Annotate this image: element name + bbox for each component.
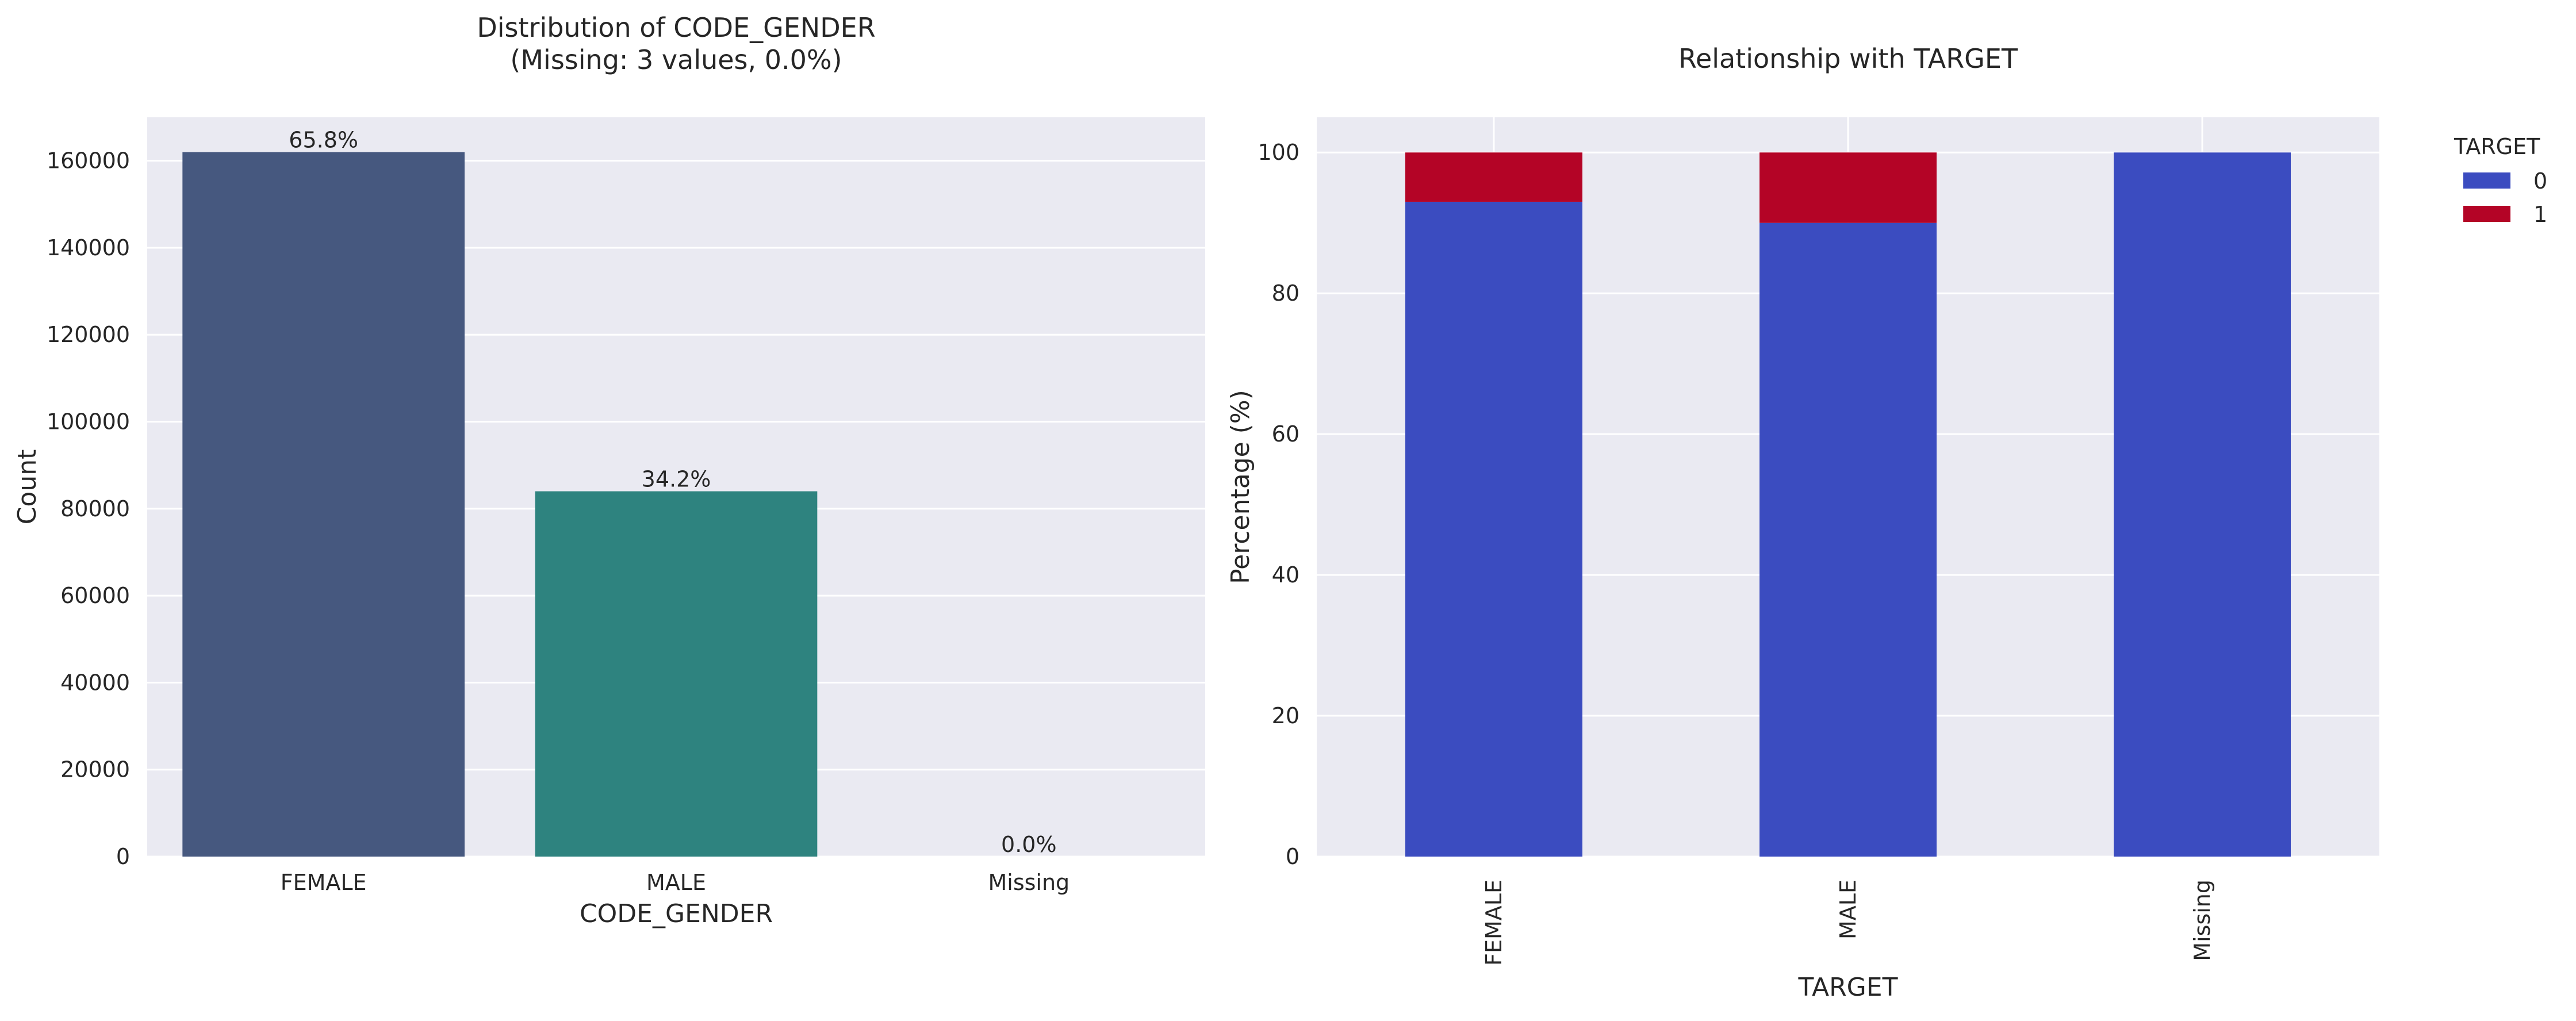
count-data-label-male: 34.2%: [642, 467, 711, 492]
target-bar-male-series-0: [1759, 223, 1937, 857]
target-y-tick-label: 60: [1272, 421, 1300, 447]
count-data-label-missing: 0.0%: [1001, 832, 1057, 857]
target-chart-y-axis-label: Percentage (%): [1226, 390, 1255, 584]
target-chart-title: Relationship with TARGET: [1678, 43, 2018, 74]
legend-label-1: 1: [2533, 202, 2547, 227]
count-x-tick-label-female: FEMALE: [281, 870, 367, 895]
target-x-tick-label-male: MALE: [1835, 880, 1861, 939]
count-chart-y-axis-label: Count: [13, 450, 42, 525]
target-y-tick-label: 40: [1272, 562, 1300, 588]
target-bar-female-series-1: [1405, 152, 1582, 202]
target-bar-male-series-1: [1759, 152, 1937, 222]
count-chart-x-ticks: FEMALE MALE Missing: [281, 870, 1070, 895]
target-chart-y-ticks: 0 20 40 60 80 100: [1258, 140, 1300, 869]
count-bar-female: [182, 152, 465, 857]
count-chart: 0 20000 40000 60000 80000 100000 120000 140000 1…: [13, 12, 1205, 928]
count-y-tick-label: 20000: [60, 757, 130, 782]
target-chart-legend: TARGET 0 1: [2454, 134, 2547, 227]
count-chart-subtitle: (Missing: 3 values, 0.0%): [510, 44, 842, 75]
count-data-label-female: 65.8%: [289, 128, 358, 153]
target-x-tick-label-female: FEMALE: [1481, 880, 1506, 966]
legend-label-0: 0: [2533, 168, 2547, 194]
count-y-tick-label: 140000: [47, 235, 130, 260]
count-x-tick-label-male: MALE: [646, 870, 706, 895]
count-bar-male: [535, 492, 818, 857]
count-chart-title: Distribution of CODE_GENDER: [477, 12, 875, 43]
count-y-tick-label: 80000: [60, 496, 130, 521]
target-chart-x-axis-label: TARGET: [1798, 973, 1898, 1002]
target-chart: 0 20 40 60 80 100 FEMALE MALE Missing Relations…: [1226, 43, 2547, 1002]
target-bar-female-series-0: [1405, 202, 1582, 857]
legend-swatch-0: [2463, 172, 2510, 189]
count-chart-y-ticks: 0 20000 40000 60000 80000 100000 120000 140000 1…: [47, 148, 130, 869]
target-x-tick-label-missing: Missing: [2190, 880, 2215, 961]
count-x-tick-label-missing: Missing: [988, 870, 1070, 895]
legend-swatch-1: [2463, 206, 2510, 222]
count-y-tick-label: 40000: [60, 670, 130, 695]
count-y-tick-label: 120000: [47, 322, 130, 347]
target-y-tick-label: 80: [1272, 281, 1300, 306]
legend-title: TARGET: [2454, 134, 2540, 159]
target-y-tick-label: 20: [1272, 703, 1300, 728]
target-y-tick-label: 100: [1258, 140, 1300, 165]
target-chart-bars: [1405, 152, 2291, 857]
count-y-tick-label: 160000: [47, 148, 130, 174]
target-chart-x-ticks: FEMALE MALE Missing: [1481, 880, 2215, 966]
target-bar-missing-series-0: [2114, 152, 2291, 857]
count-y-tick-label: 0: [116, 844, 130, 869]
count-y-tick-label: 100000: [47, 409, 130, 435]
count-chart-x-axis-label: CODE_GENDER: [580, 899, 773, 928]
target-y-tick-label: 0: [1286, 844, 1300, 869]
count-y-tick-label: 60000: [60, 583, 130, 608]
